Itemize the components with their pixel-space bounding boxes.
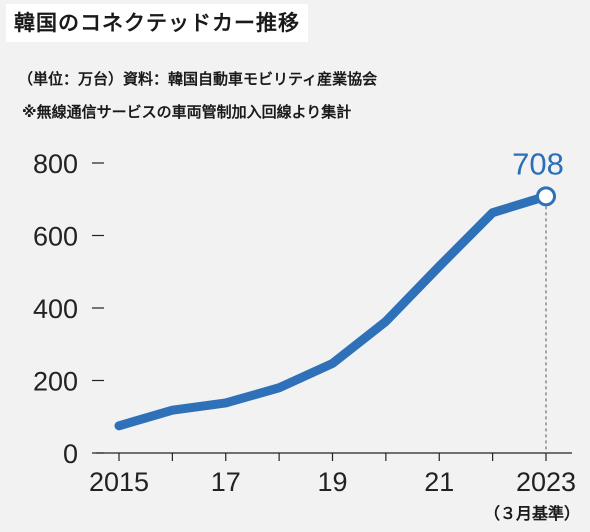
end-value-label: 708	[512, 146, 564, 181]
x-tick-label: 17	[211, 467, 241, 497]
y-tick-label: 200	[33, 367, 78, 397]
y-tick-label: 0	[63, 439, 78, 469]
x-tick-label: 2023	[516, 467, 576, 497]
chart-title: 韓国のコネクテッドカー推移	[6, 4, 308, 42]
x-tick-label: 19	[317, 467, 347, 497]
unit-source-note: （単位：万台）資料：韓国自動車モビリティ産業協会	[18, 70, 378, 88]
y-tick-label: 600	[33, 222, 78, 252]
basis-note: （３月基準）	[483, 504, 580, 523]
y-tick-label: 400	[33, 294, 78, 324]
x-tick-label: 21	[424, 467, 454, 497]
y-tick-label: 800	[33, 149, 78, 179]
end-point-marker	[536, 186, 556, 207]
x-tick-label: 2015	[89, 467, 149, 497]
remark-note: ※無線通信サービスの車両管制加入回線より集計	[22, 103, 352, 121]
series-line	[114, 191, 551, 431]
